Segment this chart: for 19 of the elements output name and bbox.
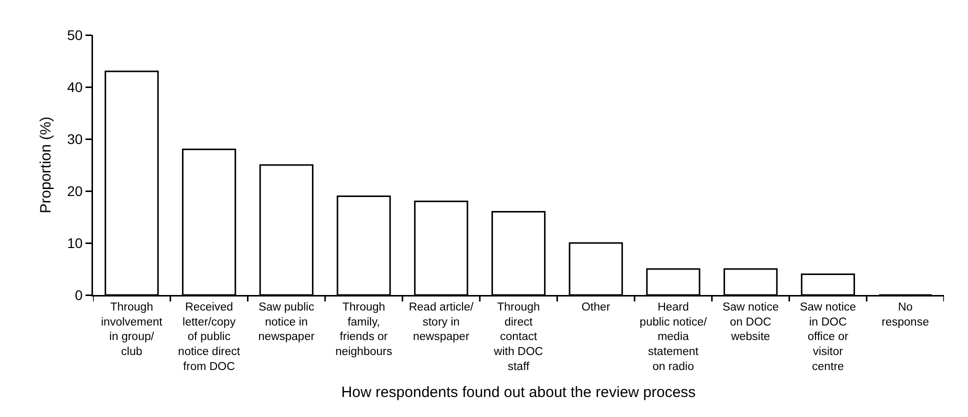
y-tick-label: 30 [67,130,83,147]
y-tick-label: 10 [67,234,83,251]
x-tick-label: Received letter/copy of public notice direct from DOC [178,301,241,374]
x-tick-label: Saw notice in DOC office or visitor centre [800,301,856,374]
x-tick-label: Through direct contact with DOC staff [492,301,544,374]
x-tick-label: Saw public notice in newspaper [258,301,315,344]
x-axis-title: How respondents found out about the review process [341,384,696,401]
y-tick-label: 50 [67,26,83,43]
y-axis-title: Proportion (%) [38,116,55,214]
x-tick-label: Saw notice on DOC website [722,301,779,344]
y-tick-label: 0 [74,286,83,303]
y-tick-label: 20 [67,182,83,199]
x-tick-label: Other [581,301,610,314]
x-tick-label: Through involvement in group/ club [100,301,164,358]
y-tick-label: 40 [67,78,83,95]
x-tick-label: Read article/ story in newspaper [408,301,474,344]
x-tick-label: No response [882,301,929,328]
x-tick-label: Heard public notice/ media statement on radio [640,301,708,374]
x-tick-label: Through family, friends or neighbours [335,301,392,358]
